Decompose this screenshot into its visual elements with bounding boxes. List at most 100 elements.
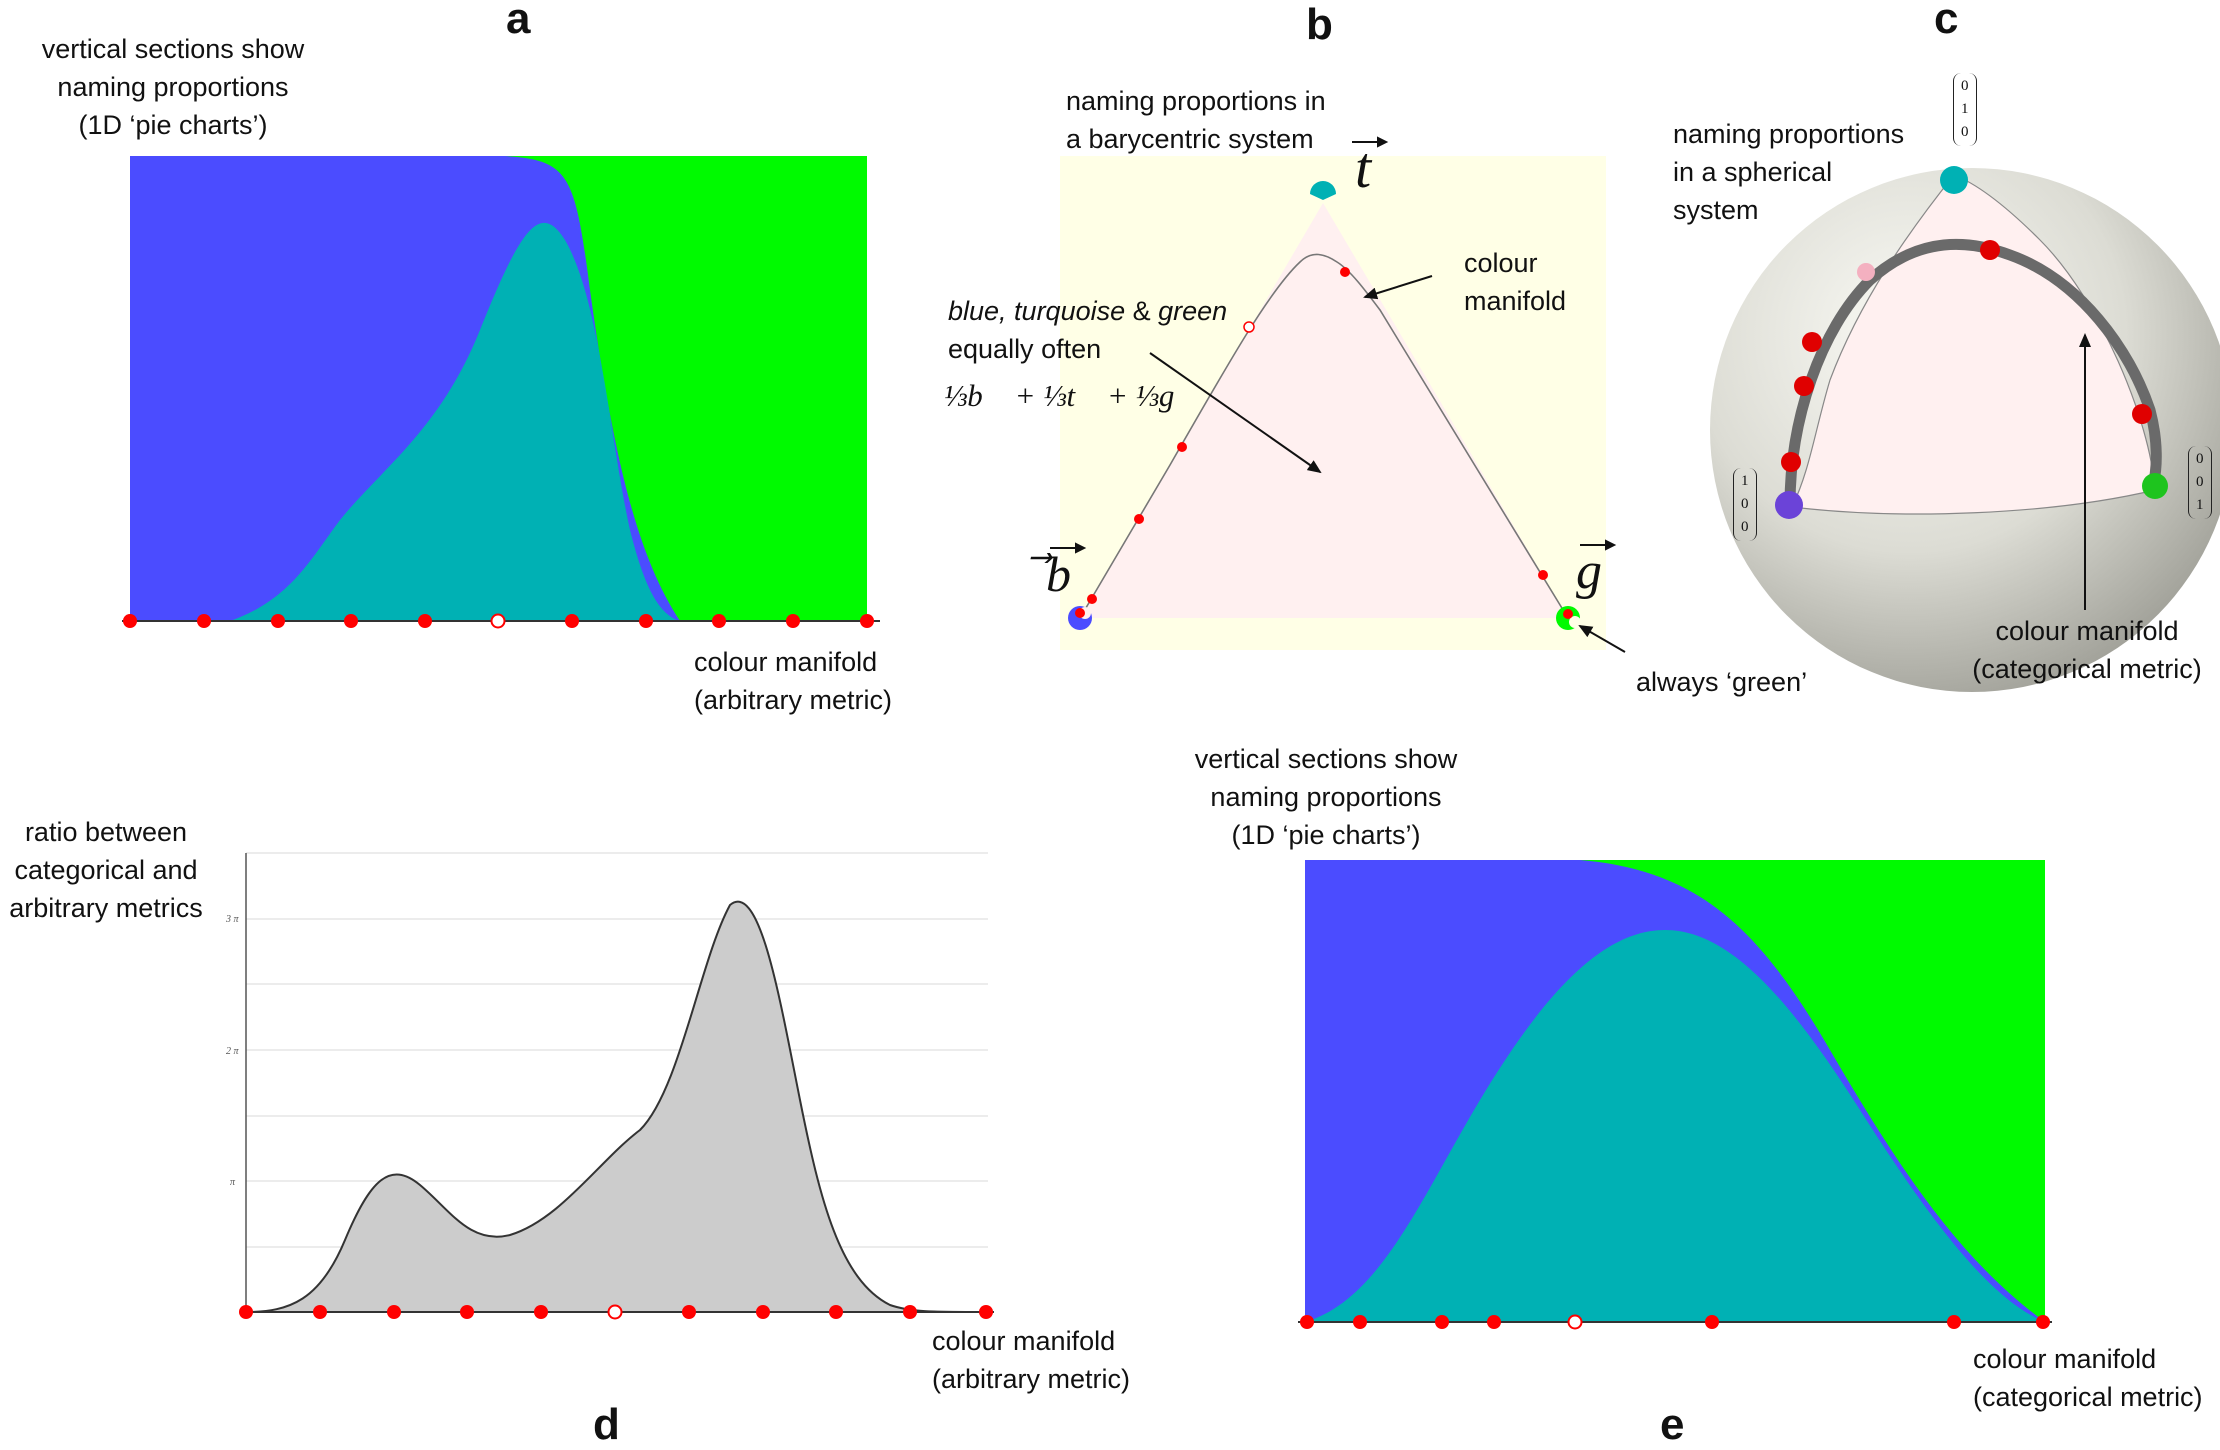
panel-c-top-label-line: in a spherical (1673, 157, 1833, 187)
panel-b-equal-label: blue, turquoise & green equally often (948, 292, 1227, 368)
panel-b-vertex-t-text: t (1355, 135, 1372, 200)
panel-b-equal-amp: & (1125, 296, 1159, 326)
panel-b-equal-italic2: green (1158, 296, 1228, 326)
panel-c-vec-top: 0 1 0 (1953, 73, 1977, 146)
panel-d-axis-label-line: colour manifold (932, 1326, 1116, 1356)
panel-c-axis-label-line: (categorical metric) (1972, 654, 2202, 684)
panel-a-marker (565, 614, 579, 628)
panel-letter-c: c (1934, 0, 1959, 43)
panel-e-top-label-line: vertical sections show (1194, 744, 1458, 774)
panel-d-marker-open (607, 1304, 623, 1320)
panel-c-marker (1802, 332, 1822, 352)
panel-e-axis-label-line: (categorical metric) (1973, 1382, 2203, 1412)
panel-d-axis-label: colour manifold (arbitrary metric) (932, 1322, 1130, 1398)
panel-a-top-label: vertical sections show naming proportion… (30, 30, 316, 144)
panel-b-manifold-arrow (1363, 275, 1433, 300)
panel-b-always-green-label: always ‘green’ (1636, 667, 1808, 697)
panel-e-marker (2036, 1315, 2050, 1329)
panel-c-spherical-triangle (1792, 175, 2155, 514)
panel-c-vec-entry: 1 (1741, 473, 1749, 489)
panel-e-turquoise-area (1305, 930, 2045, 1322)
panel-d-ratio-area (245, 900, 989, 1313)
panel-b-manifold-label-line: manifold (1464, 286, 1567, 316)
panel-d-marker (903, 1305, 917, 1319)
panel-a-marker (123, 614, 137, 628)
panel-c-marker (2132, 404, 2152, 424)
panel-e-marker (1300, 1315, 1314, 1329)
panel-a-marker-open (490, 613, 506, 629)
panel-d-markers (239, 1304, 993, 1320)
panel-c-edge (1953, 174, 2156, 491)
panel-e-marker (1947, 1315, 1961, 1329)
panel-b-vertex-b-text: b (1046, 546, 1071, 602)
panel-c-edge (1791, 174, 1955, 508)
panel-e-markers (1300, 1314, 2050, 1330)
panel-b-vertex-t-label: t (1355, 134, 1371, 201)
panel-c-marker (1781, 452, 1801, 472)
panel-e-axis-label: colour manifold (categorical metric) (1973, 1340, 2203, 1416)
panel-c-vec-entry: 0 (2196, 474, 2204, 490)
panel-b-equal-italic: blue, turquoise (948, 296, 1126, 326)
panel-a-marker (639, 614, 653, 628)
panel-e-marker-open (1567, 1314, 1583, 1330)
panel-b-marker-open (1243, 321, 1255, 333)
panel-b-marker (1563, 609, 1573, 619)
panel-a-axis-label-line: colour manifold (694, 647, 878, 677)
panel-b-vec-arrowhead-b (1075, 542, 1087, 554)
panel-d-marker (829, 1305, 843, 1319)
panel-b-manifold-label: colour manifold (1464, 244, 1566, 320)
panel-e-marker (1487, 1315, 1501, 1329)
panel-c-marker (1980, 240, 2000, 260)
panel-e-top-label-line: naming proportions (1210, 782, 1442, 812)
panel-a-marker (197, 614, 211, 628)
panel-letter-e: e (1660, 1400, 1685, 1449)
panel-d-tick: 2 π (226, 1046, 240, 1057)
panel-c-top-label: naming proportions in a spherical system (1673, 115, 1904, 229)
panel-b-marker (1340, 267, 1350, 277)
panel-e-top-label: vertical sections show naming proportion… (1183, 740, 1469, 854)
panel-d-tick: 3 π (225, 914, 240, 925)
panel-b-vertex-g-label: g (1576, 542, 1602, 601)
panel-b-top-label-line: a barycentric system (1066, 124, 1314, 154)
panel-c-vec-entry: 0 (2196, 451, 2204, 467)
panel-a-marker (712, 614, 726, 628)
panel-b-marker (1134, 514, 1144, 524)
panel-c-vec-entry: 0 (1961, 78, 1969, 94)
panel-b-marker (1538, 570, 1548, 580)
panel-a-top-label-line: naming proportions (57, 72, 289, 102)
panel-d-marker (387, 1305, 401, 1319)
panel-c-marker (1794, 376, 1814, 396)
panel-b-vertex-t-marker (1310, 181, 1336, 200)
panel-c-edge (1791, 489, 2156, 515)
panel-b-vertex-g-text: g (1576, 543, 1602, 600)
panel-c-vertex-b-ball (1775, 491, 1803, 519)
panel-a-marker (860, 614, 874, 628)
panel-d-y-label-line: categorical and (14, 855, 198, 885)
panel-b-equal-formula: ⅓b⃗ + ⅓t⃗ + ⅓g⃗ (944, 378, 1199, 413)
panel-d-marker (313, 1305, 327, 1319)
panel-e-axis-label-line: colour manifold (1973, 1344, 2157, 1374)
panel-c-vec-entry: 0 (1741, 496, 1749, 512)
panel-a-marker (344, 614, 358, 628)
panel-letter-d: d (593, 1400, 620, 1449)
panel-a-marker (786, 614, 800, 628)
panel-letter-b: b (1306, 0, 1333, 49)
panel-d-marker (756, 1305, 770, 1319)
panel-c-top-label-line: naming proportions (1673, 119, 1905, 149)
panel-b-marker (1075, 608, 1085, 618)
panel-b-vec-arrowhead-g (1605, 539, 1617, 551)
panel-b-equal-label-line1: blue, turquoise & green (948, 292, 1227, 330)
panel-d-marker (979, 1305, 993, 1319)
panel-e-marker (1435, 1315, 1449, 1329)
panel-e-marker (1705, 1315, 1719, 1329)
panel-b-vertex-g-marker-cut (1569, 616, 1581, 628)
panel-c-axis-label: colour manifold (categorical metric) (1965, 612, 2209, 688)
panel-b-vertex-b-label: ⃗b (1046, 545, 1071, 603)
panel-b-always-green-arrow (1578, 624, 1626, 653)
